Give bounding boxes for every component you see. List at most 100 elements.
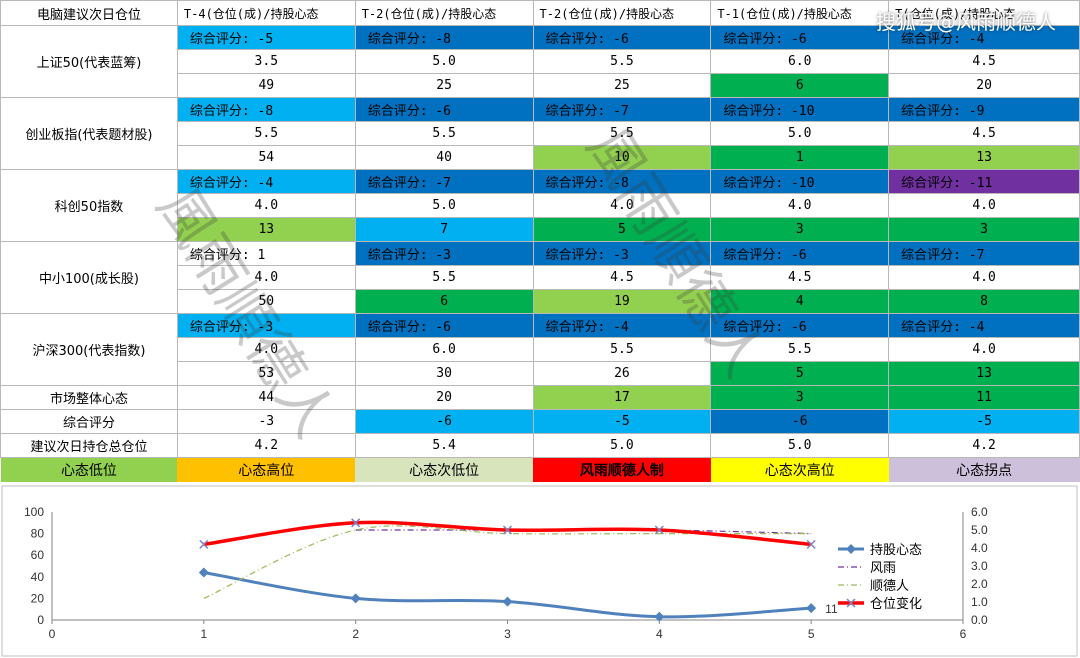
col-header: T-4(仓位(成)/持股心态 xyxy=(176,0,356,26)
data-point xyxy=(654,611,665,622)
data-point xyxy=(198,567,209,578)
mood-cell: 3 xyxy=(710,217,890,242)
position-cell: 4.0 xyxy=(888,337,1080,362)
mood-cell: 25 xyxy=(532,73,712,98)
y-tick-label-left: 20 xyxy=(31,591,45,605)
table-row: 创业板指(代表题材股) 综合评分: -8 综合评分: -6 综合评分: -7 综合评分:… xyxy=(0,97,1080,170)
legend-swatch: 心态高位 xyxy=(177,457,356,482)
x-tick-label: 3 xyxy=(504,627,511,641)
chart-frame xyxy=(1,485,1078,657)
mood-cell: 10 xyxy=(532,145,712,170)
summary-cell: 44 xyxy=(176,385,356,410)
y-tick-label-right: 2.0 xyxy=(971,577,988,591)
score-cell: 综合评分: 1 xyxy=(176,241,356,266)
y-tick-label-left: 100 xyxy=(24,505,44,519)
header-row: 电脑建议次日仓位 T-4(仓位(成)/持股心态 T-2(仓位(成)/持股心态 T… xyxy=(0,0,1080,26)
legend-label: 风雨 xyxy=(870,561,896,576)
x-tick-label: 2 xyxy=(352,627,359,641)
position-cell: 5.0 xyxy=(354,193,534,218)
mood-cell: 6 xyxy=(710,73,890,98)
position-cell: 4.5 xyxy=(532,265,712,290)
score-cell: 综合评分: -7 xyxy=(532,97,712,122)
mood-cell: 49 xyxy=(176,73,356,98)
summary-cell: 20 xyxy=(354,385,534,410)
position-cell: 4.0 xyxy=(888,193,1080,218)
mood-cell: 6 xyxy=(354,289,534,314)
mood-cell: 40 xyxy=(354,145,534,170)
summary-cell: 17 xyxy=(532,385,712,410)
table-row: 中小100(成长股) 综合评分: 1 综合评分: -3 综合评分: -3 综合评分: -… xyxy=(0,241,1080,314)
y-tick-label-right: 4.0 xyxy=(971,541,988,555)
position-cell: 4.0 xyxy=(176,265,356,290)
color-legend-row: 心态低位 心态高位 心态次低位 风雨顺德人制 心态次高位 心态拐点 xyxy=(0,457,1080,482)
table-row: 4.0 5.0 4.0 4.0 4.0 xyxy=(1,193,1080,218)
score-cell: 综合评分: -6 xyxy=(354,313,534,338)
summary-cell: -6 xyxy=(354,409,534,434)
line-chart: 0 20 40 60 80 100 0.0 1.0 2.0 3.0 4.0 5.0 6.0 0 1 2 3 4 5 6… xyxy=(1,485,1078,657)
x-tick-label: 1 xyxy=(200,627,207,641)
legend-swatch: 心态拐点 xyxy=(888,457,1080,482)
position-cell: 5.0 xyxy=(710,121,890,146)
position-cell: 4.0 xyxy=(176,193,356,218)
score-cell: 综合评分: -8 xyxy=(176,97,356,122)
mood-cell: 5 xyxy=(532,217,712,242)
summary-cell: 5.0 xyxy=(710,433,890,458)
index-label: 沪深300(代表指数) xyxy=(0,313,178,386)
col-header: T(仓位(成)/持股心态 xyxy=(888,0,1080,26)
legend-marker xyxy=(846,598,856,608)
mood-cell: 54 xyxy=(176,145,356,170)
mood-cell: 53 xyxy=(176,361,356,386)
index-label: 科创50指数 xyxy=(0,169,178,242)
score-cell: 综合评分: -6 xyxy=(354,97,534,122)
position-cell: 3.5 xyxy=(176,49,356,74)
position-cell: 5.5 xyxy=(532,337,712,362)
data-point xyxy=(806,539,816,549)
score-cell: 综合评分: -4 xyxy=(176,169,356,194)
position-cell: 5.5 xyxy=(176,121,356,146)
y-tick-label-right: 3.0 xyxy=(971,559,988,573)
mood-cell: 19 xyxy=(532,289,712,314)
y-tick-label-left: 60 xyxy=(31,548,45,562)
data-point xyxy=(350,593,361,604)
legend-swatch: 心态次高位 xyxy=(710,457,889,482)
score-cell: 综合评分: -6 xyxy=(532,25,712,50)
position-cell: 5.5 xyxy=(354,265,534,290)
mood-cell: 25 xyxy=(354,73,534,98)
mood-cell: 3 xyxy=(888,217,1080,242)
table-row: 13 7 5 3 3 xyxy=(1,217,1080,242)
position-cell: 5.5 xyxy=(532,49,712,74)
position-cell: 4.0 xyxy=(176,337,356,362)
score-cell: 综合评分: -7 xyxy=(888,241,1080,266)
legend-marker xyxy=(846,544,856,554)
index-label: 创业板指(代表题材股) xyxy=(0,97,178,170)
index-label: 上证50(代表蓝筹) xyxy=(0,25,178,98)
summary-label: 建议次日持仓总仓位 xyxy=(0,433,178,458)
mood-cell: 1 xyxy=(710,145,890,170)
summary-cell: 4.2 xyxy=(888,433,1080,458)
table-row: 上证50(代表蓝筹) 综合评分: -5 综合评分: -8 综合评分: -6 综合评分: … xyxy=(0,25,1080,98)
corner-header: 电脑建议次日仓位 xyxy=(0,0,178,26)
score-cell: 综合评分: -10 xyxy=(710,97,890,122)
x-tick-label: 5 xyxy=(808,627,815,641)
summary-cell: 4.2 xyxy=(176,433,356,458)
score-cell: 综合评分: -8 xyxy=(354,25,534,50)
y-tick-label-right: 0.0 xyxy=(971,613,988,627)
col-header: T-1(仓位(成)/持股心态 xyxy=(710,0,890,26)
summary-cell: -5 xyxy=(532,409,712,434)
col-header: T-2(仓位(成)/持股心态 xyxy=(354,0,534,26)
y-tick-label-left: 80 xyxy=(31,527,45,541)
col-header: T-2(仓位(成)/持股心态 xyxy=(532,0,712,26)
mood-cell: 20 xyxy=(888,73,1080,98)
index-label: 中小100(成长股) xyxy=(0,241,178,314)
mood-cell: 26 xyxy=(532,361,712,386)
position-cell: 5.0 xyxy=(354,49,534,74)
score-cell: 综合评分: -5 xyxy=(176,25,356,50)
data-label: 11 xyxy=(825,602,838,616)
mood-cell: 4 xyxy=(710,289,890,314)
legend-label: 持股心态 xyxy=(870,543,922,558)
position-cell: 5.5 xyxy=(710,337,890,362)
summary-cell: 5.0 xyxy=(532,433,712,458)
table-row: 5.5 5.5 5.5 5.0 4.5 xyxy=(1,121,1080,146)
y-tick-label-left: 0 xyxy=(37,613,44,627)
score-cell: 综合评分: -6 xyxy=(710,241,890,266)
